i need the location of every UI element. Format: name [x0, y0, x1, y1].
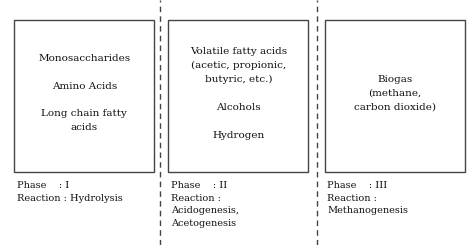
Text: Monosaccharides

Amino Acids

Long chain fatty
acids: Monosaccharides Amino Acids Long chain f… — [38, 54, 130, 132]
FancyBboxPatch shape — [168, 20, 308, 172]
Text: Volatile fatty acids
(acetic, propionic,
butyric, etc.)

Alcohols

Hydrogen: Volatile fatty acids (acetic, propionic,… — [190, 47, 287, 139]
Text: Phase    : III
Reaction :
Methanogenesis: Phase : III Reaction : Methanogenesis — [327, 181, 408, 215]
Text: Phase    : II
Reaction :
Acidogenesis,
Acetogenesis: Phase : II Reaction : Acidogenesis, Acet… — [171, 181, 238, 228]
FancyBboxPatch shape — [14, 20, 154, 172]
FancyBboxPatch shape — [325, 20, 465, 172]
Text: Phase    : I
Reaction : Hydrolysis: Phase : I Reaction : Hydrolysis — [17, 181, 122, 203]
Text: Biogas
(methane,
carbon dioxide): Biogas (methane, carbon dioxide) — [354, 75, 436, 111]
